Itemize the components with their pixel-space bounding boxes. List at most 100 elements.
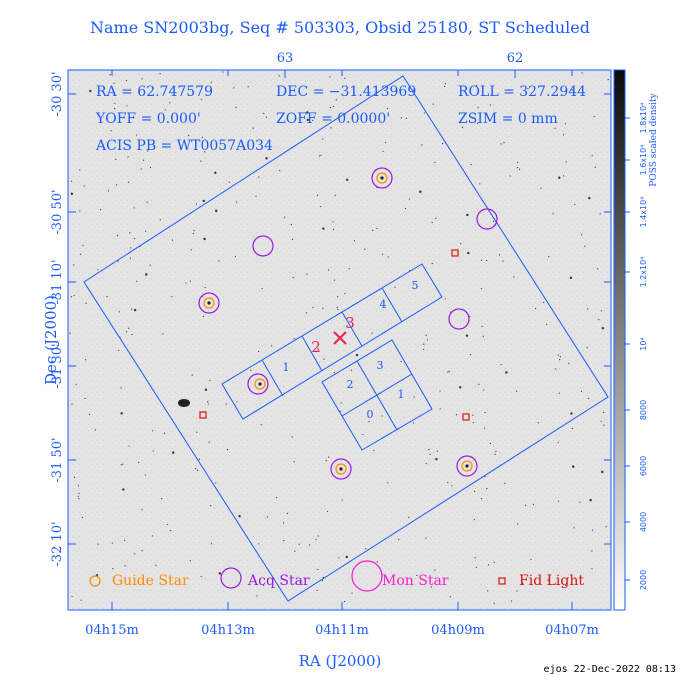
background-star bbox=[419, 190, 422, 193]
background-star bbox=[250, 369, 252, 371]
background-star bbox=[116, 235, 119, 237]
guide-star-icon bbox=[89, 575, 101, 587]
background-star bbox=[312, 119, 314, 121]
background-star bbox=[140, 168, 142, 170]
background-star bbox=[111, 542, 113, 544]
colorbar-title: POSS scaled density bbox=[649, 92, 659, 186]
background-star bbox=[100, 209, 102, 211]
background-star bbox=[459, 386, 462, 389]
background-star bbox=[129, 232, 131, 234]
background-star bbox=[605, 526, 607, 528]
background-star bbox=[143, 159, 145, 161]
background-star bbox=[85, 302, 87, 304]
colorbar-ticks: 2000 4000 6000 8000 10⁴ 1.2x10⁴ 1.4x10⁴ 1.6x10⁴… bbox=[625, 103, 648, 590]
background-star bbox=[317, 348, 319, 350]
background-star bbox=[412, 422, 414, 424]
background-star bbox=[431, 221, 433, 224]
background-star bbox=[571, 89, 573, 91]
ccd-label: 1 bbox=[283, 361, 290, 374]
background-star bbox=[362, 433, 364, 436]
background-star bbox=[522, 582, 524, 584]
x-tick-label: 04h07m bbox=[545, 623, 599, 638]
colorbar-tick-label: 10⁴ bbox=[639, 337, 648, 350]
background-star bbox=[398, 539, 400, 541]
background-star bbox=[214, 171, 217, 174]
background-star bbox=[573, 527, 575, 529]
background-star bbox=[146, 150, 149, 152]
fid-light-marker bbox=[199, 411, 207, 419]
background-star bbox=[294, 550, 296, 552]
background-star bbox=[355, 353, 359, 357]
background-star bbox=[255, 195, 257, 197]
background-star bbox=[511, 600, 513, 602]
background-star bbox=[265, 116, 268, 118]
background-star bbox=[77, 485, 80, 487]
background-star bbox=[469, 315, 471, 318]
background-star bbox=[477, 107, 479, 109]
ccd-label: 4 bbox=[380, 298, 387, 311]
background-star bbox=[198, 458, 200, 460]
background-star bbox=[431, 262, 433, 265]
background-star bbox=[329, 76, 331, 78]
background-star bbox=[330, 127, 332, 129]
background-star bbox=[109, 74, 111, 76]
acq-star-marker bbox=[456, 455, 478, 477]
background-star bbox=[484, 475, 486, 478]
background-star bbox=[169, 530, 172, 532]
background-star bbox=[308, 544, 310, 546]
background-star bbox=[85, 359, 87, 361]
background-star bbox=[597, 268, 599, 270]
x-tick-label: 04h15m bbox=[85, 623, 139, 638]
background-star bbox=[591, 568, 593, 570]
star-dot bbox=[465, 464, 469, 468]
background-star bbox=[461, 126, 464, 128]
background-star bbox=[247, 86, 249, 88]
background-star bbox=[115, 158, 117, 161]
x-axis-label: RA (J2000) bbox=[298, 652, 382, 670]
background-star bbox=[151, 535, 154, 537]
background-star bbox=[447, 481, 449, 484]
background-star bbox=[584, 245, 586, 247]
background-star bbox=[110, 130, 112, 132]
background-star bbox=[252, 127, 254, 129]
background-star bbox=[591, 529, 594, 531]
background-star bbox=[128, 181, 130, 183]
background-star bbox=[423, 343, 425, 345]
background-star bbox=[376, 561, 378, 563]
background-star bbox=[222, 71, 224, 73]
background-star bbox=[436, 450, 438, 452]
background-star bbox=[557, 354, 559, 356]
background-star bbox=[467, 251, 470, 255]
background-star bbox=[120, 387, 122, 389]
background-star bbox=[564, 123, 566, 125]
background-star bbox=[317, 535, 319, 537]
background-star bbox=[535, 307, 537, 310]
background-star bbox=[439, 408, 441, 410]
background-star bbox=[447, 371, 449, 373]
background-star bbox=[413, 396, 415, 398]
background-star bbox=[327, 269, 330, 271]
background-star bbox=[493, 561, 495, 563]
background-star bbox=[185, 282, 187, 284]
background-star bbox=[435, 457, 438, 461]
colorbar-tick-label: 1.2x10⁴ bbox=[639, 257, 648, 288]
background-star bbox=[473, 519, 475, 521]
colorbar bbox=[613, 69, 626, 611]
background-star bbox=[189, 280, 191, 282]
background-star bbox=[472, 414, 474, 416]
background-star bbox=[122, 463, 124, 465]
background-star bbox=[486, 488, 488, 490]
background-star bbox=[283, 522, 285, 524]
y-tick-label: -31 10' bbox=[50, 259, 65, 304]
colorbar-tick-label: 4000 bbox=[639, 512, 648, 532]
background-star bbox=[218, 572, 222, 575]
background-star bbox=[478, 383, 480, 385]
background-star bbox=[469, 354, 472, 356]
background-star bbox=[318, 155, 321, 157]
star-dot bbox=[339, 467, 343, 471]
acq-star-marker bbox=[247, 373, 269, 395]
y-axis-label: Dec (J2000) bbox=[41, 295, 60, 385]
background-star bbox=[574, 203, 576, 205]
background-star bbox=[226, 448, 229, 451]
ccd-label: 2 bbox=[347, 378, 354, 391]
